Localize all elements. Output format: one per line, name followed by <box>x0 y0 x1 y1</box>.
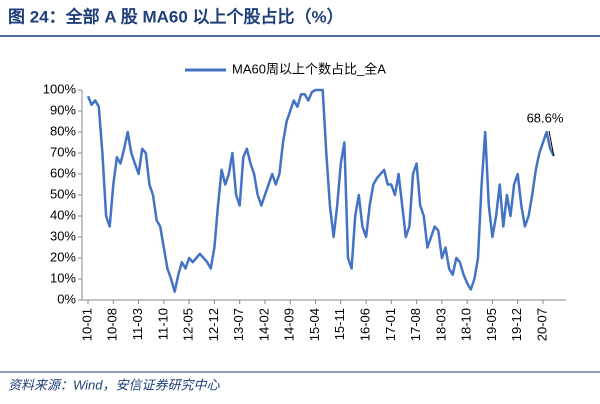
annotation-pointer <box>548 130 555 157</box>
x-tick-label: 14-09 <box>282 308 297 341</box>
y-tick-label: 70% <box>50 144 76 159</box>
x-tick-label: 19-05 <box>484 308 499 341</box>
y-tick-label: 40% <box>50 207 76 222</box>
x-tick-label: 18-03 <box>433 308 448 341</box>
chart-title: 图 24：全部 A 股 MA60 以上个股占比（%） <box>8 6 344 26</box>
x-tick-label: 15-04 <box>307 308 322 341</box>
y-tick-label: 90% <box>50 102 76 117</box>
x-tick-label: 16-06 <box>357 308 372 341</box>
x-tick-label: 17-01 <box>383 308 398 341</box>
y-tick-label: 20% <box>50 249 76 264</box>
x-tick-label: 11-03 <box>130 308 145 340</box>
x-tick-label: 18-10 <box>459 308 474 341</box>
x-tick-label: 14-02 <box>256 308 271 341</box>
source: 资料来源：Wind，安信证券研究中心 <box>8 377 221 392</box>
x-tick-label: 15-11 <box>332 308 347 340</box>
x-tick-label: 17-08 <box>408 308 423 341</box>
y-tick-label: 80% <box>50 123 76 138</box>
annotation: 68.6% <box>527 110 564 125</box>
y-tick-label: 50% <box>50 186 76 201</box>
x-tick-label: 10-01 <box>79 308 94 341</box>
x-tick-label: 10-08 <box>105 308 120 341</box>
series-line <box>86 88 555 293</box>
y-tick-label: 100% <box>43 81 77 96</box>
legend-label: MA60周以上个数占比_全A <box>232 61 386 76</box>
x-tick-label: 20-07 <box>534 308 549 341</box>
x-tick-label: 12-05 <box>181 308 196 341</box>
x-tick-label: 11-10 <box>155 308 170 340</box>
x-tick-label: 12-12 <box>206 308 221 341</box>
x-tick-label: 13-07 <box>231 308 246 341</box>
y-tick-label: 10% <box>50 270 76 285</box>
y-tick-label: 30% <box>50 228 76 243</box>
y-tick-label: 60% <box>50 165 76 180</box>
y-tick-label: 0% <box>57 291 76 306</box>
x-tick-label: 19-12 <box>509 308 524 341</box>
